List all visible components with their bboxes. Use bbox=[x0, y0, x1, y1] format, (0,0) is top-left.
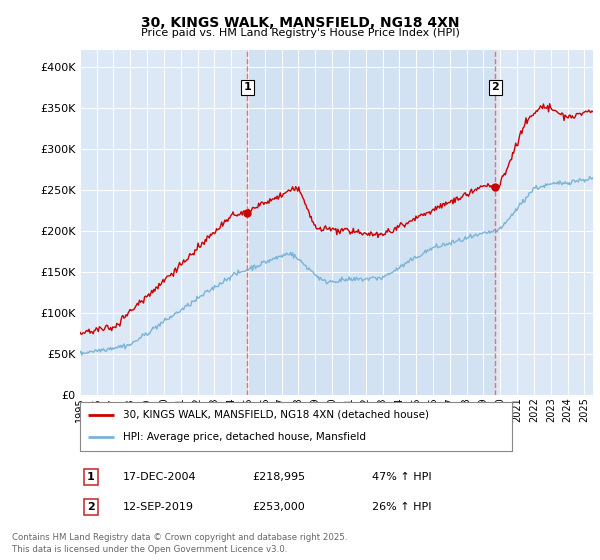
Text: 1: 1 bbox=[244, 82, 251, 92]
Text: 30, KINGS WALK, MANSFIELD, NG18 4XN (detached house): 30, KINGS WALK, MANSFIELD, NG18 4XN (det… bbox=[123, 410, 429, 420]
Text: 47% ↑ HPI: 47% ↑ HPI bbox=[372, 472, 431, 482]
Text: Price paid vs. HM Land Registry's House Price Index (HPI): Price paid vs. HM Land Registry's House … bbox=[140, 28, 460, 38]
Text: 17-DEC-2004: 17-DEC-2004 bbox=[123, 472, 197, 482]
Text: 2: 2 bbox=[491, 82, 499, 92]
Text: HPI: Average price, detached house, Mansfield: HPI: Average price, detached house, Mans… bbox=[123, 432, 366, 442]
Text: 26% ↑ HPI: 26% ↑ HPI bbox=[372, 502, 431, 512]
Text: £218,995: £218,995 bbox=[252, 472, 305, 482]
Bar bbox=[247, 50, 496, 395]
Text: 1: 1 bbox=[87, 472, 95, 482]
Text: 30, KINGS WALK, MANSFIELD, NG18 4XN: 30, KINGS WALK, MANSFIELD, NG18 4XN bbox=[141, 16, 459, 30]
Text: 12-SEP-2019: 12-SEP-2019 bbox=[123, 502, 194, 512]
Text: £253,000: £253,000 bbox=[252, 502, 305, 512]
Text: Contains HM Land Registry data © Crown copyright and database right 2025.
This d: Contains HM Land Registry data © Crown c… bbox=[12, 533, 347, 554]
Text: 2: 2 bbox=[87, 502, 95, 512]
